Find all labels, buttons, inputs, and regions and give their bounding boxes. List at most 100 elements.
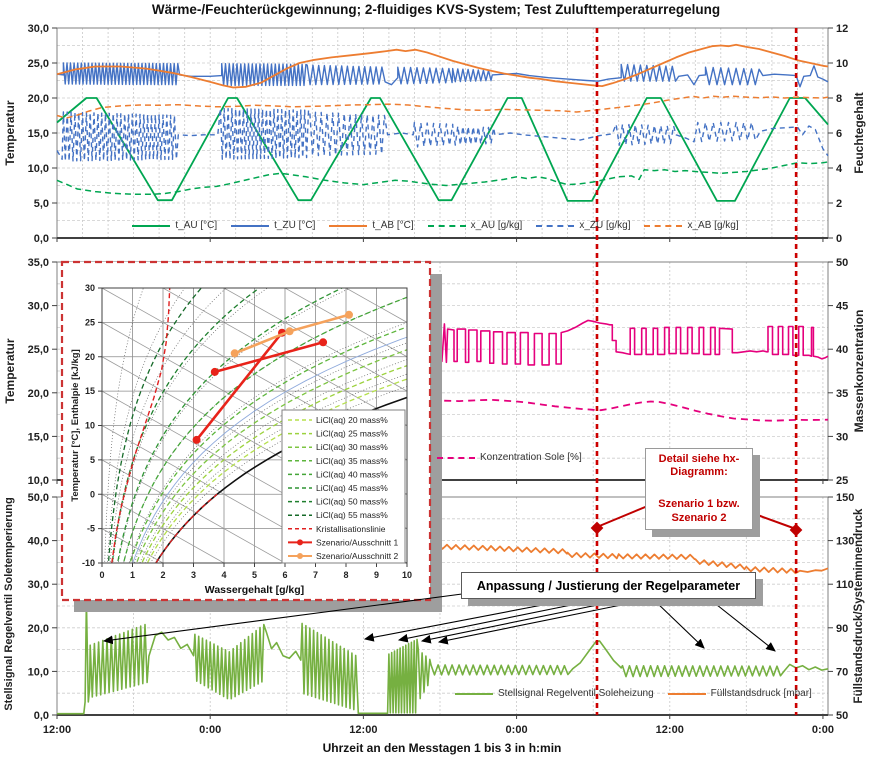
legend-item: Konzentration Sole [%] bbox=[437, 452, 582, 463]
inset-y-axis-title: Temperatur [°C], Enthalpie [kJ/kg] bbox=[70, 349, 81, 501]
x-tick-label: 0:00 bbox=[812, 724, 834, 736]
inset-x-tick: 1 bbox=[130, 570, 135, 580]
tick-label-bottom-left: 20,0 bbox=[28, 623, 49, 635]
inset-legend-label: Szenario/Ausschnitt 2 bbox=[316, 551, 398, 561]
annotation-detail-line2: Szenario 1 bzw. Szenario 2 bbox=[658, 498, 740, 524]
series-group-bottom bbox=[57, 543, 829, 715]
tick-label-middle-left: 35,0 bbox=[28, 257, 49, 269]
legend-label: x_AU [g/kg] bbox=[470, 220, 523, 231]
tick-label-top-left: 5,0 bbox=[34, 198, 49, 210]
legend-label: t_AU [°C] bbox=[175, 220, 218, 231]
inset-x-tick: 10 bbox=[402, 570, 412, 580]
tick-label-top-left: 10,0 bbox=[28, 163, 49, 175]
series-t_AB bbox=[56, 43, 829, 89]
series-konzentration_sole bbox=[420, 398, 829, 422]
annotation-adjust-label: Anpassung / Justierung der Regelparamete… bbox=[476, 578, 741, 593]
x-axis-ticks: 12:00 0:00 12:00 0:00 12:00 0:00 bbox=[43, 238, 834, 736]
page-title: Wärme-/Feuchterückgewinnung; 2-fluidiges… bbox=[151, 2, 721, 17]
tick-label-middle-left: 15,0 bbox=[28, 431, 49, 443]
tick-label-top-left: 25,0 bbox=[28, 58, 49, 70]
axis-title-top-right: Feuchtegehalt bbox=[852, 92, 866, 174]
annotation-detail-box: Detail siehe hx-Diagramm: Szenario 1 bzw… bbox=[645, 448, 753, 530]
tick-label-top-right: 6 bbox=[836, 128, 842, 140]
axis-title-bottom-left: Stellsignal Regelventil Soletemperierung bbox=[3, 497, 15, 711]
inset-x-axis-title: Wassergehalt [g/kg] bbox=[205, 584, 304, 596]
legend-item: Füllstandsdruck [mbar] bbox=[667, 688, 812, 699]
legend-item: x_AB [g/kg] bbox=[644, 220, 739, 231]
inset-legend-label: LiCl(aq) 55 mass% bbox=[316, 510, 388, 520]
series-x_AB bbox=[56, 95, 829, 119]
series-group-top bbox=[56, 43, 829, 202]
inset-x-tick: 9 bbox=[374, 570, 379, 580]
series-fuellstandsdruck bbox=[419, 543, 829, 575]
tick-label-top-right: 10 bbox=[836, 58, 848, 70]
tick-label-middle-right: 50 bbox=[836, 257, 848, 269]
tick-label-bottom-right: 70 bbox=[836, 666, 848, 678]
inset-y-tick: 20 bbox=[85, 352, 95, 362]
inset-x-tick: 4 bbox=[221, 570, 226, 580]
series-massenkonzentration bbox=[419, 319, 829, 366]
legend-label: Konzentration Sole [%] bbox=[480, 452, 582, 463]
inset-x-tick: 6 bbox=[282, 570, 287, 580]
tick-label-middle-right: 35 bbox=[836, 388, 848, 400]
legend-label: Füllstandsdruck [mbar] bbox=[710, 688, 812, 699]
tick-label-bottom-left: 50,0 bbox=[28, 492, 49, 504]
tick-label-top-right: 0 bbox=[836, 233, 842, 245]
tick-label-top-right: 12 bbox=[836, 23, 848, 35]
legend-line-swatch bbox=[231, 224, 270, 227]
axis-title-middle-right: Massenkonzentration bbox=[852, 309, 866, 433]
tick-label-top-left: 15,0 bbox=[28, 128, 49, 140]
inset-legend-label: LiCl(aq) 20 mass% bbox=[316, 415, 388, 425]
tick-label-bottom-right: 150 bbox=[836, 492, 854, 504]
x-tick-label: 12:00 bbox=[656, 724, 684, 736]
x-tick-label: 12:00 bbox=[43, 724, 71, 736]
legend-label: t_AB [°C] bbox=[372, 220, 414, 231]
inset-y-tick: 25 bbox=[85, 317, 95, 327]
legend-line-swatch bbox=[132, 224, 171, 227]
event-lines bbox=[595, 28, 798, 715]
legend-label: Stellsignal Regelventil Soleheizung bbox=[498, 688, 654, 699]
inset-legend-label: LiCl(aq) 25 mass% bbox=[316, 429, 388, 439]
legend-label: x_ZU [g/kg] bbox=[579, 220, 631, 231]
series-x_AU bbox=[56, 161, 829, 196]
inset-x-tick: 8 bbox=[343, 570, 348, 580]
annotation-adjust-box: Anpassung / Justierung der Regelparamete… bbox=[461, 572, 756, 599]
inset-series-szenario_2 bbox=[230, 310, 353, 358]
tick-label-middle-left: 30,0 bbox=[28, 301, 49, 313]
inset-x-tick: 7 bbox=[313, 570, 318, 580]
inset-x-tick: 5 bbox=[252, 570, 257, 580]
tick-label-middle-left: 20,0 bbox=[28, 388, 49, 400]
axis-title-bottom-right: Füllstandsdruck/Systeminnendruck bbox=[853, 508, 865, 704]
tick-label-bottom-right: 110 bbox=[836, 579, 854, 591]
inset-hx-diagram: 0 1 2 3 4 5 6 7 8 9 10 -10 -5 0 5 10 15 20 25 30 Wassergehal… bbox=[60, 260, 442, 612]
legend-dashed-line-swatch bbox=[437, 456, 475, 459]
legend-top-panel: t_AU [°C] t_ZU [°C] t_AB [°C] x_AU [g/kg] x_… bbox=[57, 220, 828, 231]
tick-label-top-left: 0,0 bbox=[34, 233, 49, 245]
inset-x-tick: 0 bbox=[99, 570, 104, 580]
axis-title-middle-left: Temperatur bbox=[3, 338, 17, 404]
tick-label-bottom-right: 130 bbox=[836, 536, 854, 548]
inset-series-szenario_1 bbox=[192, 328, 328, 444]
tick-label-middle-right: 40 bbox=[836, 344, 848, 356]
series-t_AU bbox=[56, 97, 829, 202]
tick-label-top-right: 2 bbox=[836, 198, 842, 210]
x-tick-label: 0:00 bbox=[199, 724, 221, 736]
tick-label-bottom-right: 90 bbox=[836, 623, 848, 635]
axis-title-top-left: Temperatur bbox=[3, 100, 17, 166]
tick-label-top-right: 4 bbox=[836, 163, 843, 175]
inset-y-tick: 15 bbox=[85, 386, 95, 396]
inset-y-tick: 0 bbox=[90, 489, 95, 499]
inset-legend-box bbox=[281, 409, 406, 564]
inset-y-tick: -10 bbox=[82, 558, 95, 568]
inset-legend-label: LiCl(aq) 30 mass% bbox=[316, 442, 388, 452]
inset-legend-label: LiCl(aq) 45 mass% bbox=[316, 483, 388, 493]
legend-item: t_ZU [°C] bbox=[231, 220, 315, 231]
inset-y-tick: -5 bbox=[87, 524, 95, 534]
legend-dashed-line-swatch bbox=[536, 224, 575, 227]
inset-legend-label: Szenario/Ausschnitt 1 bbox=[316, 537, 398, 547]
tick-label-middle-right: 25 bbox=[836, 475, 848, 487]
legend-item: t_AB [°C] bbox=[329, 220, 414, 231]
tick-label-middle-left: 10,0 bbox=[28, 475, 49, 487]
